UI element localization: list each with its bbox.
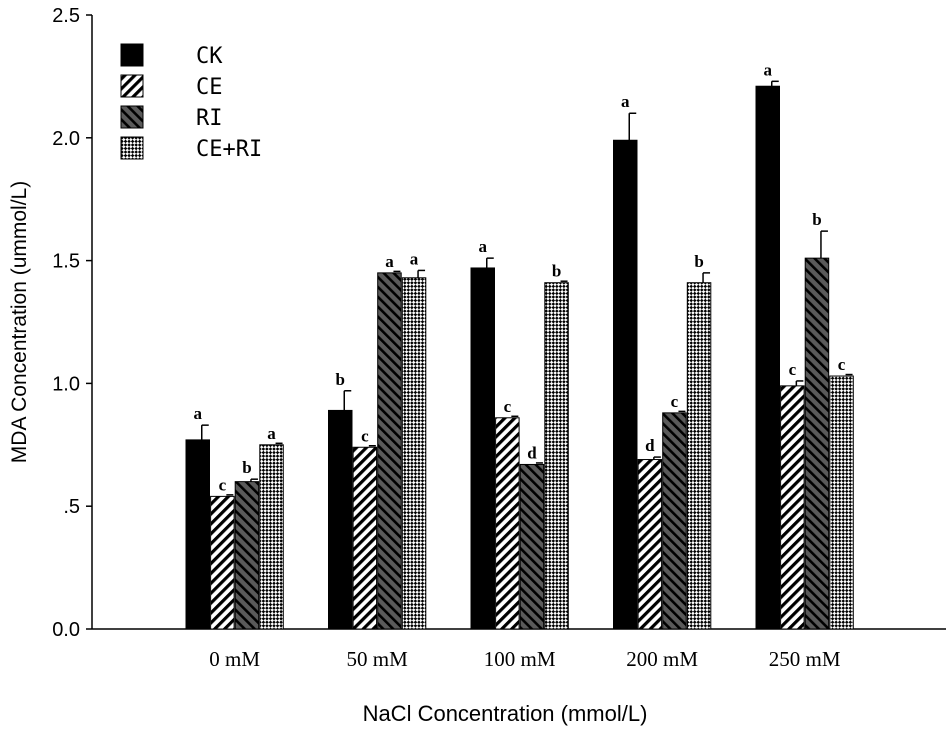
legend-swatch (120, 74, 144, 98)
bar (210, 495, 235, 630)
legend-swatch (120, 136, 144, 160)
legend-swatch (120, 43, 144, 67)
significance-letter: a (194, 404, 203, 423)
significance-letter: c (671, 392, 679, 411)
significance-letter: c (789, 360, 797, 379)
significance-letter: c (838, 355, 846, 374)
y-tick-label: 2.5 (52, 5, 80, 27)
series-ce: c c c d c (210, 360, 805, 630)
x-tick-label: 100 mM (484, 647, 556, 671)
x-axis-label: NaCl Concentration (mmol/L) (363, 701, 648, 726)
y-tick-label: 0.0 (52, 619, 80, 641)
y-tick-label: 1.5 (52, 251, 80, 273)
significance-letter: b (242, 458, 251, 477)
bar (519, 463, 545, 630)
significance-letter: d (527, 443, 537, 462)
bar (495, 417, 520, 630)
significance-letter: b (812, 210, 821, 229)
legend-label: RI (196, 106, 223, 131)
x-tick-label: 50 mM (347, 647, 409, 671)
y-axis-label: MDA Concentration (ummol/L) (8, 181, 31, 463)
significance-letter: a (410, 249, 419, 268)
bar (637, 459, 663, 630)
bar (613, 139, 638, 630)
significance-letter: a (764, 60, 773, 79)
x-tick-label: 200 mM (626, 647, 698, 671)
bar (544, 282, 569, 630)
bar (328, 409, 353, 630)
bar (829, 375, 854, 630)
legend-label: CE (196, 75, 223, 100)
bar (352, 446, 378, 630)
significance-letter: a (479, 237, 488, 256)
bar (470, 267, 495, 630)
bar (259, 444, 284, 630)
y-ticks: 0.0 .5 1.0 1.5 2.0 2.5 (52, 5, 92, 641)
bar (686, 282, 712, 630)
significance-letter: a (267, 424, 276, 443)
y-tick-label: .5 (63, 496, 80, 518)
significance-letter: d (645, 436, 655, 455)
legend-label: CK (196, 44, 223, 69)
significance-letter: c (361, 426, 369, 445)
bar (755, 85, 780, 630)
bar (780, 385, 805, 630)
x-tick-label: 250 mM (769, 647, 841, 671)
x-tick-label: 0 mM (209, 647, 260, 671)
y-tick-label: 2.0 (52, 128, 80, 150)
significance-letter: b (694, 252, 703, 271)
y-tick-label: 1.0 (52, 373, 80, 395)
significance-letter: a (385, 252, 394, 271)
x-tick-labels: 0 mM 50 mM 100 mM 200 mM 250 mM (209, 647, 841, 671)
bar (804, 257, 830, 630)
bar (401, 277, 427, 630)
bar (662, 412, 687, 630)
significance-letter: b (552, 262, 561, 281)
bar (377, 272, 402, 630)
significance-letter: c (219, 475, 227, 494)
bar (234, 481, 260, 630)
bar (185, 439, 210, 630)
significance-letter: a (621, 92, 630, 111)
significance-letter: b (336, 370, 345, 389)
legend: CK CE RI CE+RI (120, 43, 262, 162)
legend-label: CE+RI (196, 137, 262, 162)
significance-letter: c (504, 397, 512, 416)
legend-swatch (120, 105, 144, 129)
